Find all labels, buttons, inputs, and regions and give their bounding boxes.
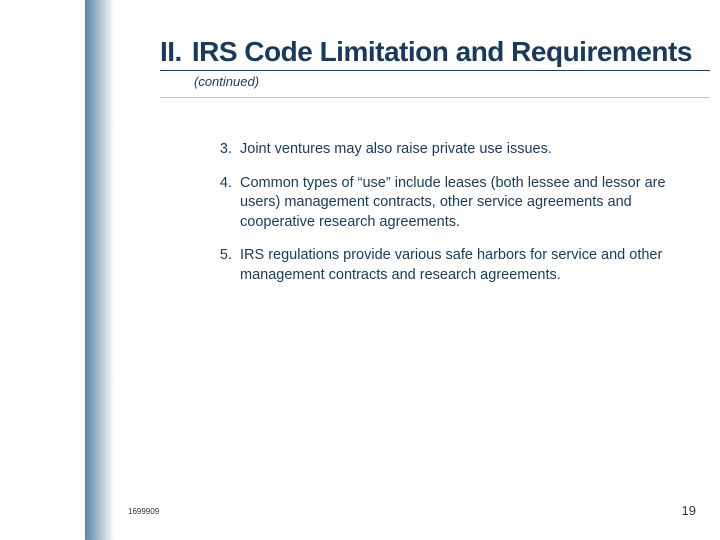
continued-row: (continued) (160, 71, 710, 98)
item-text: Common types of “use” include leases (bo… (240, 174, 710, 233)
item-number: 3. (210, 140, 232, 160)
item-number: 5. (210, 246, 232, 285)
item-text: Joint ventures may also raise private us… (240, 140, 556, 160)
section-number: II. (160, 36, 182, 68)
content-area: II. IRS Code Limitation and Requirements… (160, 36, 710, 299)
ordered-list: 3. Joint ventures may also raise private… (160, 140, 710, 285)
list-item: 5. IRS regulations provide various safe … (210, 246, 710, 285)
list-item: 3. Joint ventures may also raise private… (210, 140, 710, 160)
item-number: 4. (210, 174, 232, 233)
page-number: 19 (682, 503, 696, 518)
continued-label: (continued) (194, 74, 259, 89)
section-title: IRS Code Limitation and Requirements (192, 36, 692, 68)
item-text: IRS regulations provide various safe har… (240, 246, 710, 285)
document-id: 1699909 (128, 507, 159, 516)
sidebar-gradient (85, 0, 115, 540)
title-row: II. IRS Code Limitation and Requirements (160, 36, 710, 71)
list-item: 4. Common types of “use” include leases … (210, 174, 710, 233)
